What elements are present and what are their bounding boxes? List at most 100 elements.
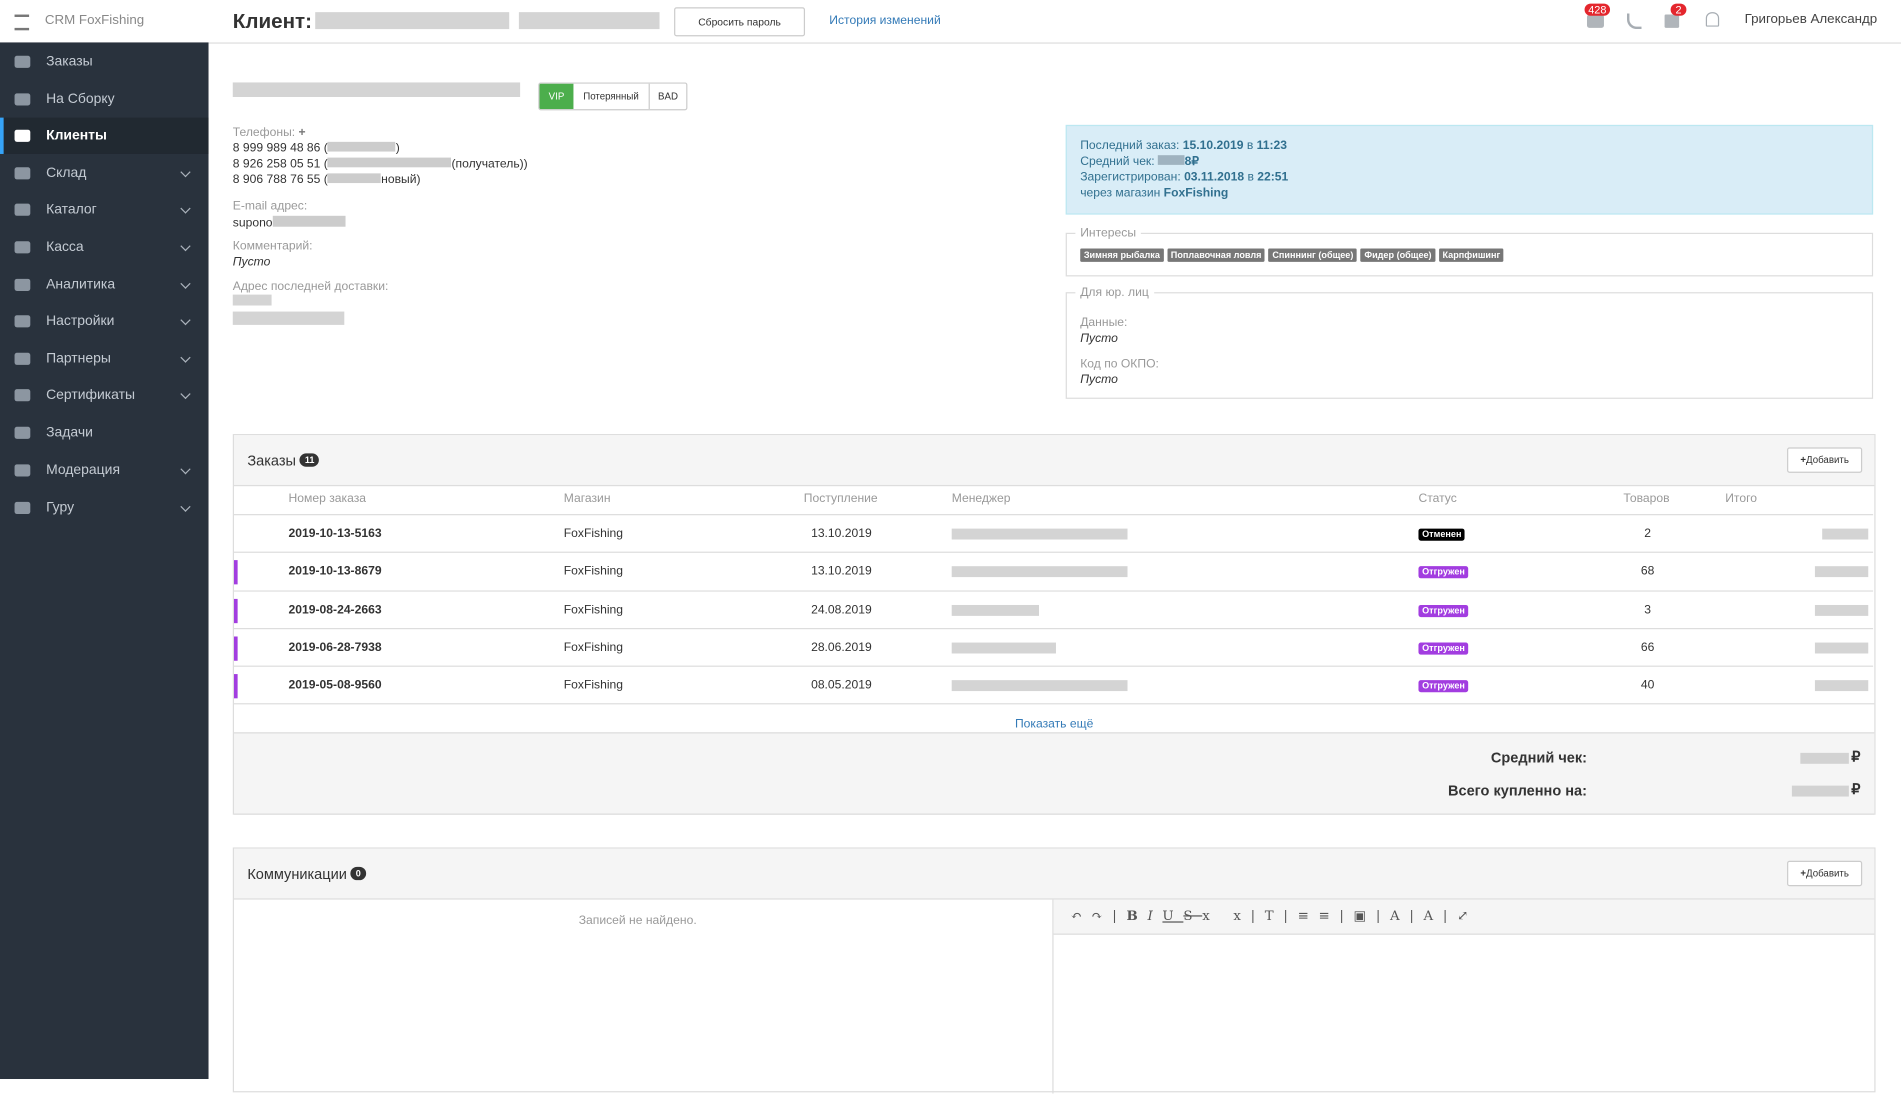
redacted [315,12,510,30]
menu-item[interactable]: Заказы [0,44,209,80]
menu-item[interactable]: Склад [0,155,209,191]
menu-icon[interactable] [14,14,30,31]
menu-item[interactable]: Аналитика [0,267,209,303]
fieldset-legend: Интересы [1075,226,1141,241]
phone-number: 8 906 788 76 55 ( [232,173,328,187]
items-count: 2 [1644,527,1651,541]
add-button[interactable]: +Добавить [1787,860,1863,887]
menu-item[interactable]: Касса [0,229,209,265]
tag: Поплавочная ловля [1167,248,1266,262]
messages-icon[interactable] [1586,14,1604,28]
cart-icon[interactable] [1664,14,1680,28]
redacted [1791,785,1849,797]
divider [1052,899,1054,1094]
shop: FoxFishing [563,679,624,693]
menu-item[interactable]: Гуру [0,490,209,526]
tag-list: Зимняя рыбалка Поплавочная ловля Спиннинг … [1080,248,1507,262]
currency: ₽ [1851,748,1861,766]
info-line: Средний чек: 8₽ [1080,154,1858,170]
menu-label: Модерация [46,463,121,478]
menu-label: Каталог [46,202,97,218]
column-header: Товаров [1623,492,1670,506]
empty-message: Записей не найдено. [578,914,697,928]
menu-item[interactable]: Задачи [0,415,209,451]
address-label: Адрес последней доставки: [232,280,389,294]
menu-label: Склад [46,166,87,181]
order-number: 2019-10-13-8679 [288,565,382,579]
status-badge: Отгружен [1418,680,1469,693]
column-header: Поступление [803,492,878,506]
menu-label: Сертификаты [46,387,136,403]
button-label: Добавить [1806,454,1849,466]
date: 24.08.2019 [811,603,872,617]
column-header: Номер заказа [288,492,367,506]
shop: FoxFishing [563,641,624,655]
panel-title: Коммуникации 0 [247,866,366,883]
user-menu[interactable]: Григорьев Александр [1744,12,1878,27]
order-row[interactable]: 2019-10-13-8679 FoxFishing 13.10.2019 Отгру… [233,551,1874,591]
info-box: Последний заказ: 15.10.2019 в 11:23 Сред… [1065,124,1874,215]
menu-item[interactable]: Каталог [0,192,209,228]
date: 13.10.2019 [811,527,872,541]
count-badge: 0 [350,866,366,881]
order-row[interactable]: 2019-10-13-5163 FoxFishing 13.10.2019 Отмен… [233,514,1874,553]
menu-item[interactable]: Настройки [0,303,209,339]
phone: 8 999 989 48 86 () [232,141,400,156]
history-link[interactable]: История изменений [829,14,941,28]
redacted [951,528,1128,540]
button-label: Сбросить пароль [698,15,781,28]
phone-icon[interactable] [1627,13,1642,30]
bell-icon[interactable] [1705,12,1720,27]
info-line: Зарегистрирован: 03.11.2018 в 22:51 [1080,170,1858,186]
redacted [951,642,1056,654]
toolbar-buttons[interactable]: ↶↷|BIUSx x|T|≡≡|▣|A|A|⤢ [1070,908,1478,924]
order-row[interactable]: 2019-06-28-7938 FoxFishing 28.06.2019 Отгру… [233,627,1874,667]
phone-note: новый) [381,173,421,187]
reset-password-button[interactable]: Сбросить пароль [674,7,806,37]
date: 28.06.2019 [811,641,872,655]
redacted [272,215,346,227]
phone: 8 926 258 05 51 ((получатель)) [233,157,528,171]
order-row[interactable]: 2019-08-24-2663 FoxFishing 24.08.2019 Отгру… [233,589,1874,629]
row-stripe [233,560,238,585]
status-buttons: VIP Потерянный BAD [538,82,688,111]
status-badge: Отгружен [1418,566,1469,579]
menu-label: Настройки [46,314,115,329]
info-value: 15.10.2019 [1182,139,1244,153]
shop: FoxFishing [563,565,624,579]
menu-item[interactable]: Партнеры [0,341,209,377]
order-row[interactable]: 2019-05-08-9560 FoxFishing 08.05.2019 Отгру… [233,665,1874,705]
cart-badge: 2 [1670,3,1687,16]
order-number: 2019-06-28-7938 [288,641,382,655]
column-header: Магазин [563,492,611,506]
phone-number: 8 999 989 48 86 ( [232,141,328,156]
show-more-link[interactable]: Показать ещё [1014,717,1094,732]
status-button[interactable]: BAD [658,90,678,102]
menu-item[interactable]: На Сборку [0,81,209,117]
menu-item[interactable]: Клиенты [0,118,209,154]
data-label: Данные: [1080,316,1128,330]
menu-item[interactable]: Сертификаты [0,377,209,413]
date: 13.10.2019 [811,565,872,579]
menu-item[interactable]: Модерация [0,452,209,488]
tag: Карпфишинг [1438,248,1504,262]
redacted [327,157,452,168]
info-label: Зарегистрирован: [1080,170,1181,185]
add-button[interactable]: +Добавить [1787,447,1863,473]
comment-label: Комментарий: [232,240,313,254]
status-cell: Отгружен [1418,629,1469,667]
row-stripe [233,636,238,661]
menu-label: На Сборку [46,92,115,107]
avg-label: Средний чек: [1490,749,1587,767]
label: Телефоны: + [232,126,306,140]
app-name[interactable]: CRM FoxFishing [44,13,145,28]
status-cell: Отгружен [1418,591,1469,629]
order-number: 2019-10-13-5163 [288,527,382,541]
redacted [1814,604,1869,616]
status-cell: Отменен [1418,515,1466,553]
status-button[interactable]: VIP [539,83,574,110]
status-button[interactable]: Потерянный [573,83,650,110]
panel-heading [233,435,1875,487]
info-line: Последний заказ: 15.10.2019 в 11:23 [1080,138,1858,154]
